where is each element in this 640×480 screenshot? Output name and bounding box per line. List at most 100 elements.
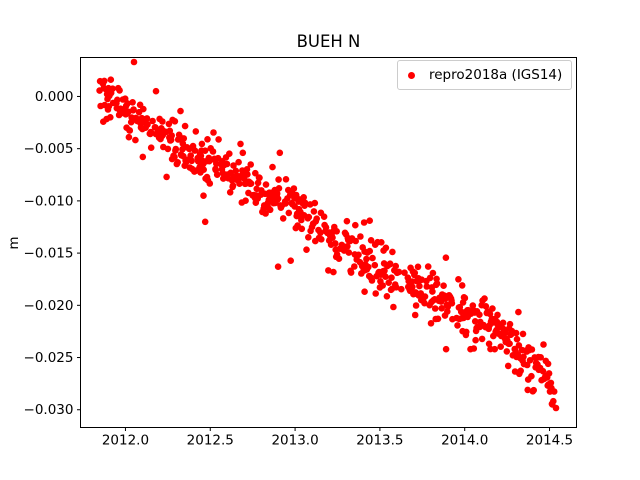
- data-point: [273, 190, 281, 197]
- data-point: [352, 221, 359, 229]
- data-points: [96, 58, 560, 412]
- data-point: [181, 122, 189, 130]
- data-point: [497, 343, 505, 351]
- data-point: [438, 305, 446, 312]
- y-tick-label: −0.015: [24, 246, 74, 262]
- data-point: [491, 345, 499, 353]
- data-point: [357, 233, 364, 240]
- data-point: [472, 336, 479, 344]
- x-tick-label: 2012.0: [102, 433, 149, 449]
- data-point: [129, 99, 136, 106]
- data-point: [305, 213, 313, 221]
- data-point: [201, 218, 209, 226]
- data-point: [226, 150, 233, 157]
- y-tick-label: −0.020: [24, 298, 74, 314]
- data-point: [368, 277, 376, 284]
- x-axis: 2012.0 2012.5 2013.0 2013.5 2014.0 2014.5: [102, 427, 573, 449]
- data-point: [421, 293, 429, 300]
- data-point: [279, 215, 287, 222]
- data-point: [388, 274, 395, 282]
- data-point: [351, 263, 358, 270]
- data-point: [290, 185, 298, 192]
- data-point: [515, 342, 523, 349]
- data-point: [524, 386, 531, 394]
- data-point: [116, 87, 123, 94]
- data-point: [519, 330, 527, 338]
- data-point: [442, 345, 450, 353]
- data-point: [266, 206, 274, 214]
- data-point: [434, 315, 442, 323]
- data-point: [164, 145, 172, 153]
- data-point: [332, 240, 339, 247]
- data-point: [494, 311, 501, 319]
- data-point: [552, 404, 560, 412]
- data-point: [237, 140, 244, 148]
- data-point: [226, 189, 234, 196]
- x-tick-label: 2014.5: [526, 433, 573, 449]
- data-point: [427, 320, 435, 327]
- data-point: [442, 254, 450, 261]
- data-point: [401, 269, 408, 277]
- data-point: [345, 249, 353, 256]
- data-point: [355, 251, 362, 259]
- data-point: [366, 217, 374, 224]
- data-point: [201, 147, 209, 154]
- data-point: [209, 148, 217, 155]
- data-point: [372, 290, 380, 297]
- y-tick-label: −0.030: [24, 402, 74, 418]
- data-point: [411, 269, 419, 277]
- data-point: [416, 282, 423, 290]
- legend-marker-icon: [408, 71, 415, 79]
- data-point: [485, 340, 493, 348]
- data-point: [378, 239, 385, 246]
- data-point: [476, 311, 483, 319]
- data-point: [333, 228, 341, 235]
- data-point: [107, 76, 115, 83]
- data-point: [243, 166, 251, 173]
- data-point: [232, 167, 240, 175]
- data-point: [171, 118, 179, 125]
- data-point: [528, 372, 535, 380]
- data-point: [180, 135, 188, 142]
- data-point: [310, 208, 318, 215]
- data-point: [385, 279, 393, 287]
- data-point: [517, 367, 524, 375]
- data-point: [125, 133, 133, 141]
- data-point: [347, 269, 355, 276]
- data-point: [506, 340, 513, 348]
- data-point: [229, 182, 237, 189]
- data-point: [159, 118, 166, 125]
- data-point: [168, 132, 175, 139]
- data-point: [547, 379, 555, 387]
- data-point: [444, 308, 451, 315]
- data-point: [274, 195, 282, 202]
- data-point: [379, 282, 387, 289]
- data-point: [537, 354, 544, 361]
- data-point: [285, 209, 293, 217]
- data-point: [520, 353, 527, 361]
- data-point: [239, 149, 247, 157]
- data-point: [282, 176, 290, 183]
- data-point: [130, 58, 138, 66]
- data-point: [242, 197, 249, 204]
- data-point: [381, 267, 388, 275]
- data-point: [489, 305, 496, 312]
- data-point: [139, 153, 147, 161]
- data-point: [318, 236, 325, 243]
- data-point: [206, 180, 214, 187]
- data-point: [383, 293, 391, 300]
- data-point: [298, 225, 306, 233]
- data-point: [550, 388, 558, 395]
- data-point: [382, 273, 389, 281]
- y-tick-label: 0.000: [35, 89, 74, 105]
- data-point: [172, 145, 180, 153]
- y-axis: 0.000 −0.005 −0.010 −0.015 −0.020 −0.025 −0.03…: [24, 89, 81, 418]
- data-point: [461, 294, 469, 302]
- legend-label: repro2018a (IGS14): [429, 67, 563, 83]
- data-point: [545, 370, 553, 377]
- data-point: [335, 255, 343, 262]
- chart-title: BUEH N: [296, 32, 361, 51]
- data-point: [152, 87, 160, 95]
